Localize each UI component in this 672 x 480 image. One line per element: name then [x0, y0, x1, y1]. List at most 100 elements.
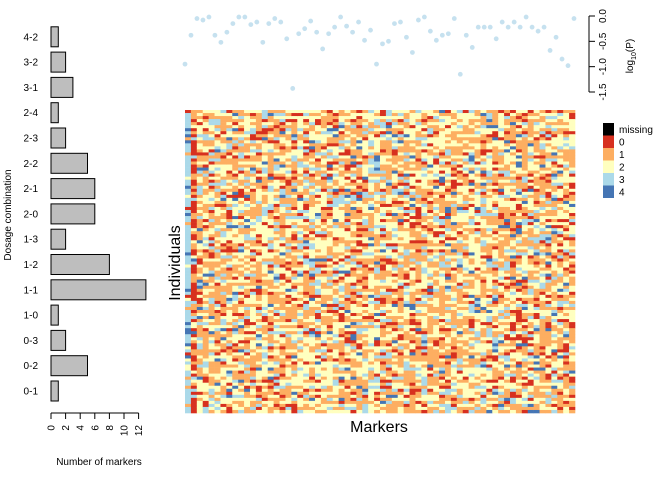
heatmap-cell — [368, 273, 375, 277]
heatmap-cell — [250, 319, 257, 323]
heatmap-cell — [214, 288, 221, 293]
heatmap-cell — [338, 249, 345, 253]
heatmap-cell — [403, 140, 410, 144]
heatmap-cell — [433, 125, 440, 129]
heatmap-cell — [291, 337, 298, 341]
heatmap-cell — [232, 261, 239, 265]
heatmap-cell — [208, 119, 215, 123]
heatmap-cell — [462, 279, 469, 284]
heatmap-cell — [190, 367, 198, 371]
heatmap-cell — [226, 379, 233, 383]
heatmap-cell — [403, 319, 410, 323]
heatmap-cell — [462, 252, 469, 256]
heatmap-cell — [232, 403, 239, 408]
heatmap-cell — [226, 316, 233, 320]
heatmap-cell — [415, 246, 422, 250]
heatmap-cell — [315, 249, 322, 253]
heatmap-cell — [409, 258, 416, 262]
heatmap-cell — [368, 406, 375, 411]
heatmap-cell — [374, 234, 381, 238]
heatmap-cell — [427, 219, 434, 223]
heatmap-cell — [226, 176, 233, 180]
heatmap-cell — [255, 409, 263, 414]
heatmap-cell — [315, 285, 322, 290]
heatmap-cell — [362, 400, 369, 405]
heatmap-cell — [456, 319, 464, 323]
heatmap-cell — [261, 188, 269, 193]
heatmap-cell — [185, 209, 192, 214]
heatmap-cell — [250, 164, 257, 168]
heatmap-cell — [250, 255, 257, 259]
heatmap-cell — [409, 122, 416, 126]
heatmap-cell — [427, 376, 434, 380]
heatmap-cell — [427, 140, 434, 144]
heatmap-cell — [309, 367, 316, 371]
heatmap-cell — [208, 243, 215, 247]
heatmap-cell — [468, 146, 475, 150]
heatmap-cell — [368, 200, 375, 205]
heatmap-cell — [415, 110, 422, 114]
heatmap-cell — [303, 349, 310, 353]
heatmap-cell — [391, 225, 399, 229]
heatmap-cell — [285, 373, 292, 377]
heatmap-cell — [456, 137, 464, 141]
heatmap-cell — [374, 388, 381, 393]
heatmap-cell — [273, 206, 280, 211]
heatmap-cell — [185, 303, 192, 308]
heatmap-cell — [279, 376, 286, 380]
heatmap-cell — [415, 313, 422, 317]
heatmap-cell — [450, 146, 458, 150]
heatmap-cell — [208, 276, 215, 280]
heatmap-cell — [403, 167, 410, 171]
heatmap-cell — [232, 155, 239, 159]
heatmap-cell — [250, 258, 257, 262]
heatmap-cell — [415, 406, 422, 411]
heatmap-cell — [462, 116, 469, 120]
heatmap-cell — [415, 170, 422, 174]
heatmap-cell — [244, 173, 251, 177]
heatmap-cell — [214, 188, 221, 193]
heatmap-cell — [250, 294, 257, 299]
heatmap-cell — [320, 158, 328, 162]
heatmap-cell — [374, 267, 381, 271]
heatmap-cell — [332, 228, 339, 232]
heatmap-cell — [385, 225, 393, 229]
heatmap-cell — [326, 291, 334, 296]
heatmap-cell — [439, 340, 446, 344]
heatmap-cell — [309, 225, 316, 229]
heatmap-cell — [421, 297, 428, 302]
heatmap-cell — [315, 152, 322, 156]
heatmap-cell — [374, 252, 381, 256]
heatmap-cell — [385, 303, 393, 308]
heatmap-cell — [273, 191, 280, 196]
heatmap-cell — [427, 255, 434, 259]
heatmap-cell — [255, 243, 263, 247]
heatmap-cell — [385, 116, 393, 120]
heatmap-cell — [320, 264, 328, 268]
heatmap-cell — [285, 243, 292, 247]
heatmap-cell — [445, 113, 452, 117]
heatmap-cell — [267, 243, 274, 247]
heatmap-cell — [220, 385, 227, 390]
heatmap-cell — [190, 349, 198, 353]
heatmap-cell — [285, 382, 292, 387]
pvalue-point — [505, 24, 511, 30]
heatmap-cell — [350, 113, 357, 117]
heatmap-cell — [332, 200, 339, 205]
heatmap-cell — [332, 403, 339, 408]
bar-category-label: 3-1 — [24, 83, 39, 94]
heatmap-cell — [208, 373, 215, 377]
heatmap-cell — [285, 370, 292, 374]
heatmap-cell — [468, 197, 475, 202]
heatmap-cell — [273, 322, 280, 326]
heatmap-cell — [190, 182, 198, 187]
heatmap-cell — [303, 216, 310, 220]
heatmap-cell — [309, 170, 316, 174]
heatmap-cell — [427, 361, 434, 365]
heatmap-cell — [415, 197, 422, 202]
heatmap-cell — [421, 364, 428, 368]
heatmap-cell — [285, 322, 292, 326]
heatmap-cell — [439, 252, 446, 256]
heatmap-cell — [244, 119, 251, 123]
heatmap-cell — [380, 167, 387, 171]
